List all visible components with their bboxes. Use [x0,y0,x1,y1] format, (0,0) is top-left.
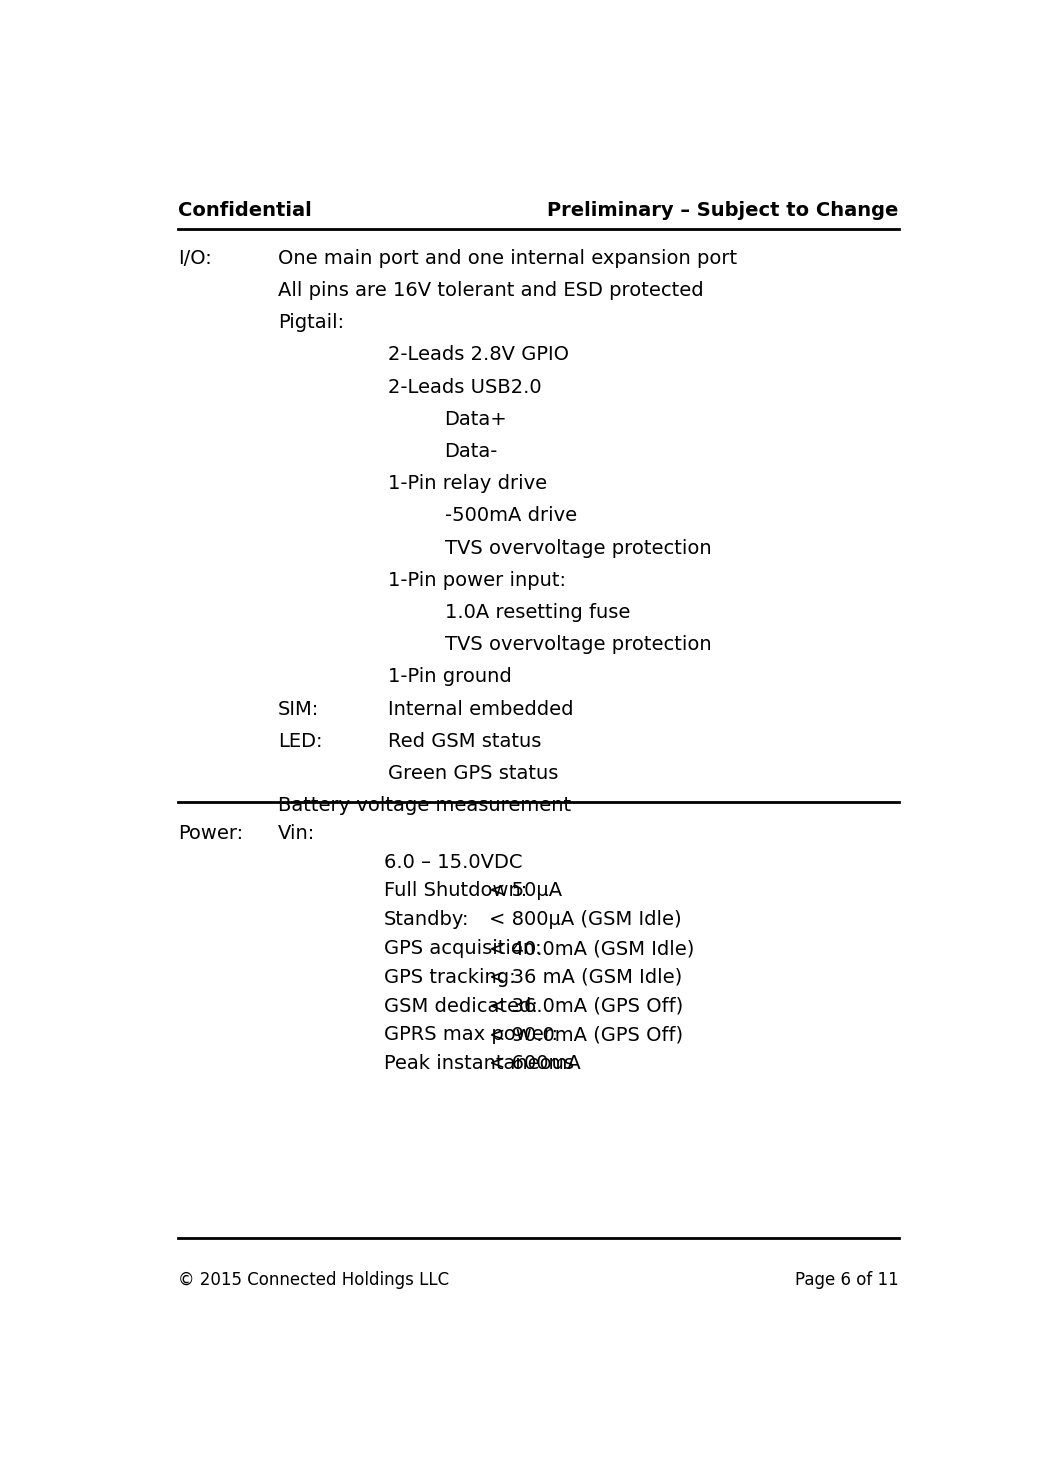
Text: Pigtail:: Pigtail: [277,314,343,333]
Text: 2-Leads 2.8V GPIO: 2-Leads 2.8V GPIO [387,345,569,364]
Text: © 2015 Connected Holdings LLC: © 2015 Connected Holdings LLC [177,1270,448,1288]
Text: Data-: Data- [444,442,498,461]
Text: Red GSM status: Red GSM status [387,732,541,751]
Text: TVS overvoltage protection: TVS overvoltage protection [444,538,711,557]
Text: < 600mA: < 600mA [489,1055,581,1074]
Text: Preliminary – Subject to Change: Preliminary – Subject to Change [547,201,899,220]
Text: Battery voltage measurement: Battery voltage measurement [277,797,571,816]
Text: Data+: Data+ [444,409,507,428]
Text: Peak instantaneous: Peak instantaneous [383,1055,573,1074]
Text: 6.0 – 15.0VDC: 6.0 – 15.0VDC [383,852,522,871]
Text: < 36.0mA (GPS Off): < 36.0mA (GPS Off) [489,996,684,1015]
Text: Confidential: Confidential [177,201,312,220]
Text: 1-Pin ground: 1-Pin ground [387,667,511,687]
Text: GPS tracking:: GPS tracking: [383,968,516,987]
Text: TVS overvoltage protection: TVS overvoltage protection [444,635,711,654]
Text: -500mA drive: -500mA drive [444,506,576,525]
Text: Power:: Power: [177,824,243,844]
Text: One main port and one internal expansion port: One main port and one internal expansion… [277,249,737,268]
Text: < 36 mA (GSM Idle): < 36 mA (GSM Idle) [489,968,682,987]
Text: All pins are 16V tolerant and ESD protected: All pins are 16V tolerant and ESD protec… [277,282,704,301]
Text: 1-Pin relay drive: 1-Pin relay drive [387,474,547,493]
Text: 2-Leads USB2.0: 2-Leads USB2.0 [387,377,541,396]
Text: < 40.0mA (GSM Idle): < 40.0mA (GSM Idle) [489,939,695,958]
Text: 1.0A resetting fuse: 1.0A resetting fuse [444,603,630,622]
Text: GPRS max power:: GPRS max power: [383,1025,558,1045]
Text: I/O:: I/O: [177,249,211,268]
Text: GSM dedicated:: GSM dedicated: [383,996,538,1015]
Text: Page 6 of 11: Page 6 of 11 [795,1270,899,1288]
Text: LED:: LED: [277,732,322,751]
Text: GPS acquisition:: GPS acquisition: [383,939,541,958]
Text: Internal embedded: Internal embedded [387,700,573,719]
Text: SIM:: SIM: [277,700,319,719]
Text: Green GPS status: Green GPS status [387,764,558,783]
Text: Full Shutdown:: Full Shutdown: [383,882,527,901]
Text: < 50μA: < 50μA [489,882,563,901]
Text: Vin:: Vin: [277,824,315,844]
Text: < 90.0mA (GPS Off): < 90.0mA (GPS Off) [489,1025,684,1045]
Text: 1-Pin power input:: 1-Pin power input: [387,571,566,590]
Text: Standby:: Standby: [383,910,469,929]
Text: < 800μA (GSM Idle): < 800μA (GSM Idle) [489,910,681,929]
